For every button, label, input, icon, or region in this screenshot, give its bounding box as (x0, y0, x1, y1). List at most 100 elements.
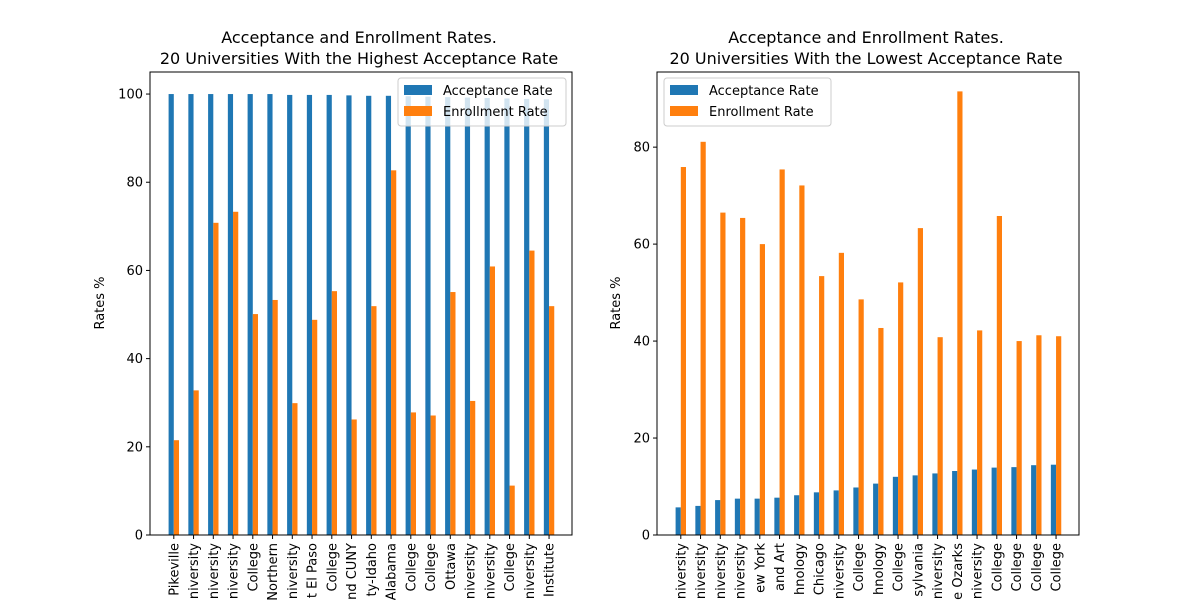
y-tick-label: 80 (126, 176, 143, 191)
bar-acceptance-rate (675, 507, 681, 535)
x-ticks-group: niversity niversity niversity niversity ew Y… (674, 535, 1065, 600)
legend-label-enrollment: Enrollment Rate (443, 105, 548, 120)
y-tick-label: 0 (642, 529, 650, 544)
bar-acceptance-rate (873, 483, 879, 535)
bar-acceptance-rate (227, 94, 234, 536)
x-tick-label: niversity (694, 543, 709, 599)
x-tick-label: niversity (187, 543, 202, 599)
x-tick-label: College (404, 543, 419, 592)
bar-acceptance-rate (794, 495, 800, 535)
bar-acceptance-rate (464, 97, 471, 535)
bar-acceptance-rate (425, 96, 431, 535)
x-tick-label: College (1050, 543, 1065, 592)
bar-enrollment-rate (1016, 341, 1022, 535)
x-tick-label: Ottawa (444, 543, 459, 590)
chart-title-line1: Acceptance and Enrollment Rates. (221, 28, 497, 47)
bar-acceptance-rate (853, 487, 859, 535)
bar-enrollment-rate (898, 282, 904, 535)
x-tick-label: College (503, 543, 518, 592)
bar-enrollment-rate (213, 222, 219, 535)
bars-group (168, 94, 555, 536)
bar-enrollment-rate (917, 228, 923, 536)
x-tick-label: College (892, 543, 907, 592)
bar-acceptance-rate (484, 98, 490, 536)
bar-acceptance-rate (715, 500, 721, 535)
bar-enrollment-rate (680, 167, 686, 535)
y-axis-label: Rates % (609, 276, 624, 329)
bar-enrollment-rate (957, 91, 963, 535)
x-tick-label: nd CUNY (345, 543, 360, 600)
x-ticks-group: Pikeville niversity niversity niversity Coll… (167, 535, 558, 600)
bar-enrollment-rate (272, 299, 278, 535)
bar-enrollment-rate (173, 440, 179, 535)
bar-enrollment-rate (779, 169, 785, 535)
bar-enrollment-rate (937, 337, 943, 535)
bar-acceptance-rate (168, 94, 174, 536)
x-tick-label: hnology (793, 543, 808, 595)
bar-acceptance-rate (287, 94, 293, 536)
bar-acceptance-rate (208, 94, 214, 536)
x-tick-label: Northern (266, 543, 281, 600)
legend-label-acceptance: Acceptance Rate (709, 84, 819, 99)
legend: Acceptance Rate Enrollment Rate (663, 77, 832, 127)
bar-enrollment-rate (878, 327, 884, 535)
x-tick-label: College (990, 543, 1005, 592)
chart-title-line1: Acceptance and Enrollment Rates. (728, 28, 1004, 47)
bar-enrollment-rate (371, 306, 377, 535)
bar-enrollment-rate (858, 299, 864, 535)
x-tick-label: niversity (734, 543, 749, 599)
bar-acceptance-rate (774, 497, 780, 535)
y-ticks-group: 0 20 40 60 80 100 (118, 88, 150, 544)
x-tick-label: College (246, 543, 261, 592)
legend-label-enrollment: Enrollment Rate (709, 105, 814, 120)
bar-acceptance-rate (445, 97, 451, 535)
legend-box (397, 77, 567, 127)
x-tick-label: niversity (931, 543, 946, 599)
bar-enrollment-rate (410, 412, 416, 535)
bar-acceptance-rate (695, 505, 701, 535)
bar-enrollment-rate (450, 292, 456, 535)
x-tick-label: ty-Idaho (365, 543, 380, 597)
bar-acceptance-rate (892, 476, 899, 535)
bar-acceptance-rate (1031, 465, 1037, 535)
bar-acceptance-rate (991, 467, 997, 535)
legend-swatch-acceptance (404, 85, 432, 95)
bar-acceptance-rate (267, 94, 273, 536)
chart-title-line2: 20 Universities With the Highest Accepta… (160, 49, 558, 68)
bar-enrollment-rate (331, 291, 337, 535)
x-tick-label: ew York (753, 543, 768, 593)
legend-swatch-enrollment (404, 106, 432, 116)
y-tick-label: 60 (633, 238, 650, 253)
x-tick-label: niversity (227, 543, 242, 599)
x-tick-label: niversity (971, 543, 986, 599)
y-tick-label: 20 (633, 432, 650, 447)
bar-acceptance-rate (754, 498, 760, 535)
chart-highest-acceptance: Acceptance and Enrollment Rates. 20 Univ… (93, 28, 573, 600)
x-tick-label: sylvania (911, 543, 926, 597)
y-tick-label: 40 (126, 352, 143, 367)
x-tick-label: niversity (207, 543, 222, 599)
x-tick-label: Pikeville (167, 543, 182, 596)
bar-enrollment-rate (193, 390, 199, 535)
bar-enrollment-rate (391, 170, 397, 535)
bar-enrollment-rate (977, 330, 983, 535)
y-tick-label: 60 (126, 264, 143, 279)
bar-enrollment-rate (1036, 335, 1042, 535)
y-axis-label: Rates % (93, 276, 108, 329)
bars-group (675, 91, 1062, 536)
bar-enrollment-rate (489, 266, 495, 535)
x-tick-label: College (1010, 543, 1025, 592)
legend-swatch-acceptance (670, 85, 698, 95)
bar-enrollment-rate (838, 252, 844, 535)
bar-acceptance-rate (932, 473, 938, 535)
bar-acceptance-rate (346, 95, 352, 536)
y-tick-label: 0 (135, 529, 143, 544)
bar-acceptance-rate (524, 98, 530, 536)
bar-enrollment-rate (252, 314, 258, 535)
bar-enrollment-rate (759, 244, 765, 536)
y-tick-label: 80 (633, 141, 650, 156)
x-tick-label: College (325, 543, 340, 592)
y-tick-label: 40 (633, 335, 650, 350)
bar-acceptance-rate (366, 95, 372, 535)
x-tick-label: niversity (714, 543, 729, 599)
